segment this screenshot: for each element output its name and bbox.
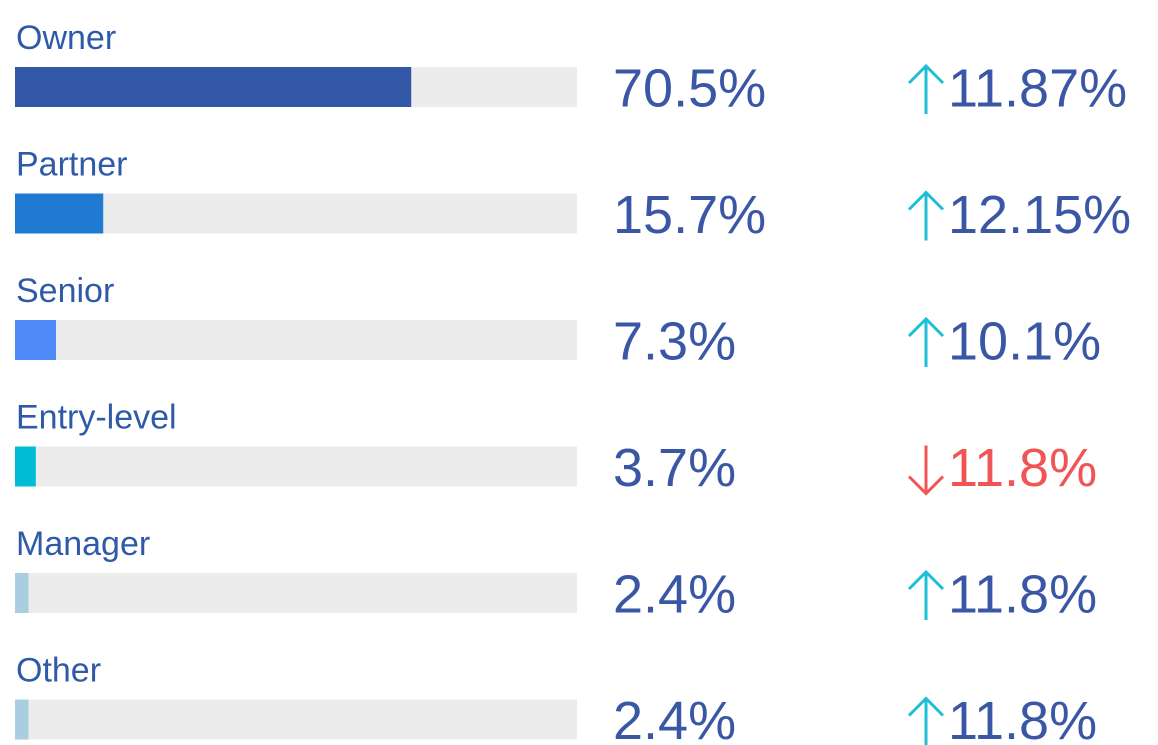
bar	[15, 699, 29, 740]
bar-track	[15, 699, 577, 740]
bar-track	[15, 193, 577, 234]
category-label: Manager	[16, 525, 150, 563]
change-arrow	[907, 696, 945, 745]
change-arrow	[907, 445, 945, 496]
change-label: 11.8%	[948, 691, 1097, 745]
change-label: 12.15%	[948, 185, 1131, 245]
change-arrow	[907, 316, 945, 367]
value-label: 2.4%	[613, 691, 736, 745]
change-arrow	[907, 63, 945, 114]
change-arrow	[907, 569, 945, 620]
bar	[15, 67, 412, 107]
bar-track	[15, 446, 577, 487]
change-label: 11.8%	[948, 564, 1097, 624]
value-label: 70.5%	[613, 58, 766, 118]
change-label: 11.8%	[948, 438, 1097, 498]
bar	[15, 573, 29, 613]
value-label: 2.4%	[613, 564, 736, 624]
category-label: Owner	[16, 19, 116, 57]
category-label: Other	[16, 651, 101, 689]
value-label: 15.7%	[613, 185, 766, 245]
category-label: Partner	[16, 145, 128, 183]
bar-track	[15, 573, 577, 613]
value-label: 3.7%	[613, 438, 736, 498]
value-label: 7.3%	[613, 311, 736, 371]
bar-track	[15, 320, 577, 360]
change-label: 11.87%	[948, 58, 1127, 118]
category-label: Senior	[16, 272, 114, 310]
change-arrow	[907, 190, 945, 241]
change-label: 10.1%	[948, 311, 1101, 371]
bar	[15, 193, 104, 234]
bar	[15, 446, 36, 487]
bar	[15, 320, 57, 360]
category-label: Entry-level	[16, 398, 177, 436]
